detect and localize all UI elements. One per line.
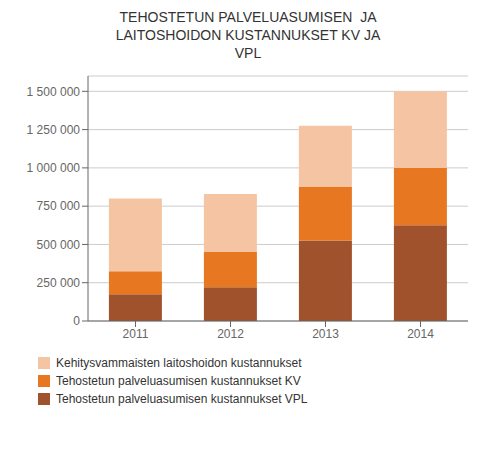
html-text:Kehitysvammaisten laitoshoidon: Kehitysvammaisten laitoshoidon kustannuk… xyxy=(56,356,302,370)
html-text:Tehostetun palveluasumisen kus: Tehostetun palveluasumisen kustannukset … xyxy=(56,392,308,406)
svg-text:0: 0 xyxy=(73,314,80,328)
svg-text:2014: 2014 xyxy=(407,327,434,341)
svg-text:500 000: 500 000 xyxy=(37,238,81,252)
svg-text:2013: 2013 xyxy=(312,327,339,341)
svg-text:1 250 000: 1 250 000 xyxy=(27,123,81,137)
svg-text:750 000: 750 000 xyxy=(37,199,81,213)
svg-text:2012: 2012 xyxy=(217,327,244,341)
html-text:Tehostetun palveluasumisen kus: Tehostetun palveluasumisen kustannukset … xyxy=(56,374,301,388)
svg-text:1 000 000: 1 000 000 xyxy=(27,161,81,175)
html-text:TEHOSTETUN PALVELUASUMISEN JA: TEHOSTETUN PALVELUASUMISEN JA LAITOSHOID… xyxy=(115,9,381,61)
svg-text:1 500 000: 1 500 000 xyxy=(27,85,81,99)
svg-text:2011: 2011 xyxy=(123,327,149,341)
svg-text:250 000: 250 000 xyxy=(37,276,81,290)
